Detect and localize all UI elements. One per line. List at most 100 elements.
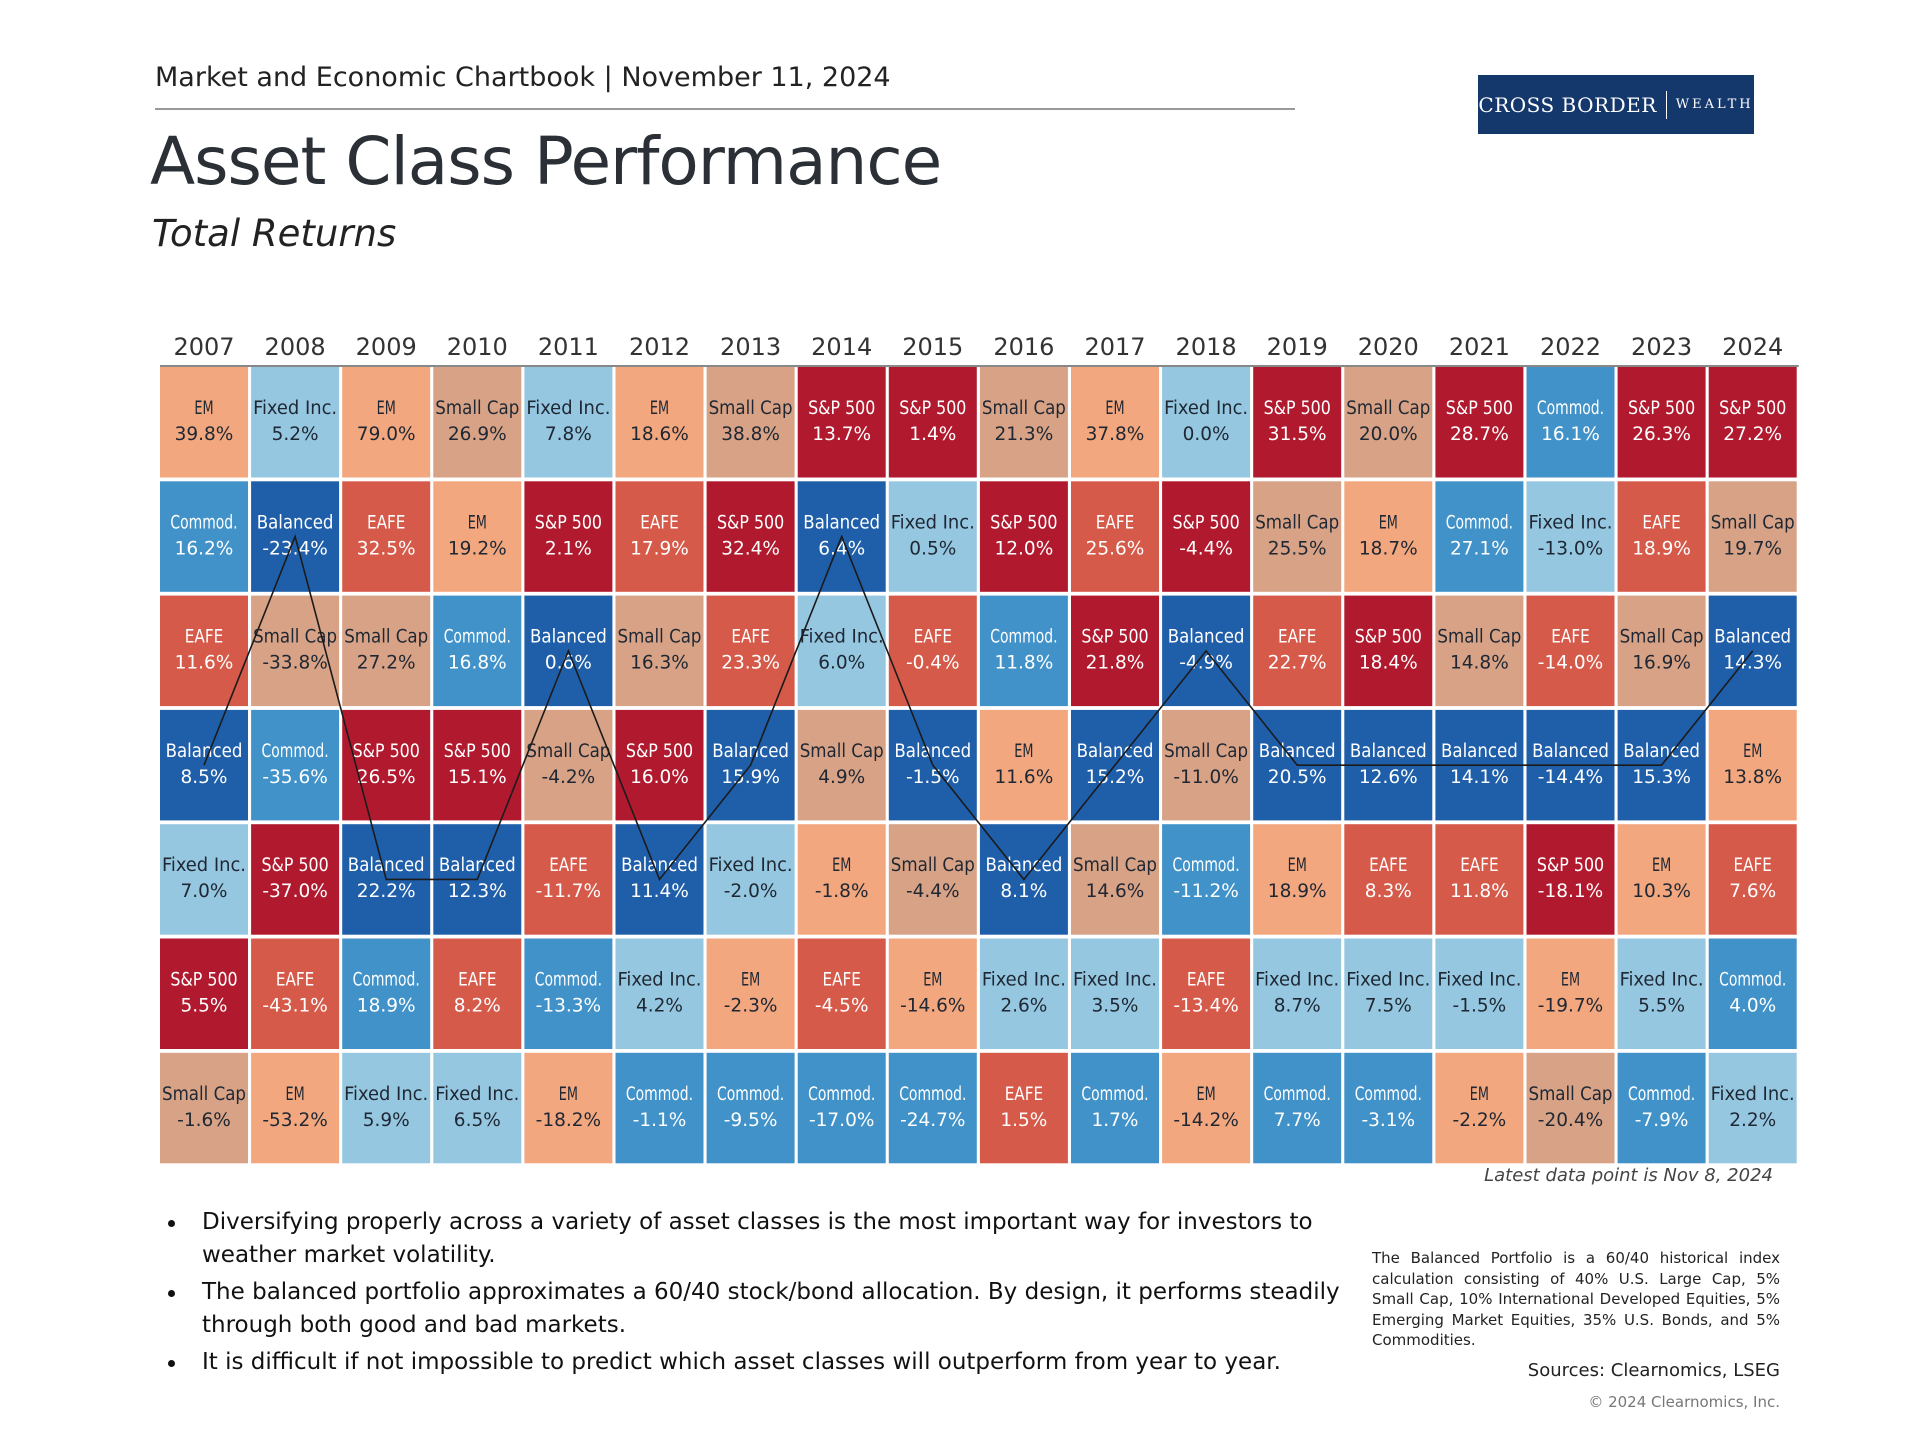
quilt-cell	[251, 709, 340, 821]
cell-asset-label: S&P 500	[626, 741, 693, 762]
cell-return-value: 5.9%	[363, 1110, 410, 1131]
quilt-cell	[1344, 595, 1433, 707]
cell-return-value: 7.8%	[545, 424, 592, 445]
cell-asset-label: Commod.	[170, 512, 237, 533]
cell-return-value: 4.9%	[818, 767, 865, 788]
year-label: 2024	[1722, 333, 1783, 361]
cell-asset-label: Commod.	[1355, 1084, 1422, 1105]
cell-return-value: 14.8%	[1450, 653, 1509, 674]
cell-return-value: 3.5%	[1092, 996, 1139, 1017]
cell-asset-label: EAFE	[1096, 512, 1134, 533]
year-label: 2019	[1267, 333, 1328, 361]
quilt-cell	[1162, 709, 1251, 821]
quilt-cell	[888, 1052, 977, 1164]
cell-return-value: 8.5%	[181, 767, 228, 788]
cell-asset-label: Balanced	[712, 741, 789, 762]
cell-asset-label: S&P 500	[535, 512, 602, 533]
cell-asset-label: S&P 500	[444, 741, 511, 762]
quilt-cell	[615, 595, 704, 707]
cell-return-value: 10.3%	[1632, 881, 1691, 902]
quilt-cell	[615, 938, 704, 1049]
cell-return-value: 2.1%	[545, 538, 592, 559]
cell-return-value: 16.1%	[1541, 424, 1600, 445]
cell-return-value: -19.7%	[1538, 996, 1603, 1017]
cell-asset-label: Small Cap	[1255, 512, 1339, 533]
balanced-portfolio-footnote: The Balanced Portfolio is a 60/40 histor…	[1372, 1249, 1780, 1349]
cell-return-value: -14.0%	[1538, 653, 1603, 674]
quilt-cell	[251, 824, 340, 935]
cell-return-value: 6.5%	[454, 1110, 501, 1131]
year-label: 2014	[811, 333, 872, 361]
quilt-cell	[1253, 595, 1342, 707]
cell-asset-label: Small Cap	[1529, 1084, 1613, 1105]
quilt-cell	[524, 938, 613, 1049]
quilt-cell	[1526, 367, 1615, 478]
cell-return-value: 15.9%	[721, 767, 780, 788]
cell-asset-label: Small Cap	[982, 398, 1066, 419]
cell-asset-label: Small Cap	[344, 627, 428, 648]
quilt-cell	[888, 938, 977, 1049]
cell-asset-label: EAFE	[640, 512, 678, 533]
quilt-cell	[1617, 595, 1706, 707]
cell-return-value: 20.5%	[1268, 767, 1327, 788]
cell-asset-label: S&P 500	[1446, 398, 1513, 419]
cell-asset-label: Balanced	[1350, 741, 1427, 762]
quilt-cell	[1526, 1052, 1615, 1164]
cell-asset-label: Fixed Inc.	[1164, 398, 1248, 419]
cell-asset-label: Balanced	[1623, 741, 1700, 762]
quilt-cell	[1435, 938, 1524, 1049]
cell-asset-label: Fixed Inc.	[1437, 970, 1521, 991]
page-subtitle: Total Returns	[152, 212, 397, 255]
cell-return-value: 15.1%	[448, 767, 507, 788]
cell-asset-label: EAFE	[276, 970, 314, 991]
cell-asset-label: Small Cap	[709, 398, 793, 419]
latest-data-note: Latest data point is Nov 8, 2024	[1484, 1165, 1773, 1186]
logo-main-text: CROSS BORDER	[1478, 92, 1657, 117]
cell-return-value: 18.6%	[630, 424, 689, 445]
cell-asset-label: Balanced	[894, 741, 971, 762]
cell-asset-label: Commod.	[1173, 855, 1240, 876]
cell-asset-label: EM	[1561, 970, 1580, 991]
cell-asset-label: Commod.	[990, 627, 1057, 648]
cell-return-value: -37.0%	[262, 881, 327, 902]
cell-asset-label: Fixed Inc.	[162, 855, 246, 876]
cell-return-value: 31.5%	[1268, 424, 1327, 445]
cell-return-value: 79.0%	[357, 424, 416, 445]
cell-return-value: -33.8%	[262, 653, 327, 674]
cell-asset-label: Commod.	[1446, 512, 1513, 533]
cell-return-value: 16.2%	[175, 538, 234, 559]
cell-asset-label: Balanced	[803, 512, 880, 533]
cell-return-value: -2.2%	[1453, 1110, 1507, 1131]
cell-return-value: 25.5%	[1268, 538, 1327, 559]
header-rule	[155, 108, 1295, 110]
quilt-cell	[706, 481, 795, 592]
quilt-cell	[1253, 1052, 1342, 1164]
cell-asset-label: Small Cap	[1073, 855, 1157, 876]
quilt-cell	[1708, 938, 1797, 1049]
cell-return-value: 1.4%	[909, 424, 956, 445]
quilt-cell	[1071, 481, 1159, 592]
cell-asset-label: Fixed Inc.	[1255, 970, 1339, 991]
cell-return-value: 7.6%	[1729, 881, 1776, 902]
cell-asset-label: Small Cap	[1346, 398, 1430, 419]
cell-return-value: 2.2%	[1729, 1110, 1776, 1131]
quilt-cell	[524, 824, 613, 935]
quilt-cell	[1071, 1052, 1159, 1164]
quilt-cell	[1617, 824, 1706, 935]
quilt-cell	[342, 709, 431, 821]
cell-asset-label: EM	[1379, 512, 1398, 533]
cell-return-value: -1.5%	[1453, 996, 1507, 1017]
quilt-cell	[979, 938, 1068, 1049]
cell-return-value: 8.3%	[1365, 881, 1412, 902]
quilt-cell	[1435, 481, 1524, 592]
year-label: 2015	[902, 333, 963, 361]
cell-asset-label: Fixed Inc.	[253, 398, 337, 419]
cell-asset-label: Small Cap	[1711, 512, 1795, 533]
cell-return-value: -1.6%	[177, 1110, 231, 1131]
cell-return-value: 21.8%	[1086, 653, 1145, 674]
cell-return-value: 26.9%	[448, 424, 507, 445]
cell-return-value: -4.2%	[542, 767, 596, 788]
quilt-cell	[797, 824, 886, 935]
cell-asset-label: EAFE	[549, 855, 587, 876]
